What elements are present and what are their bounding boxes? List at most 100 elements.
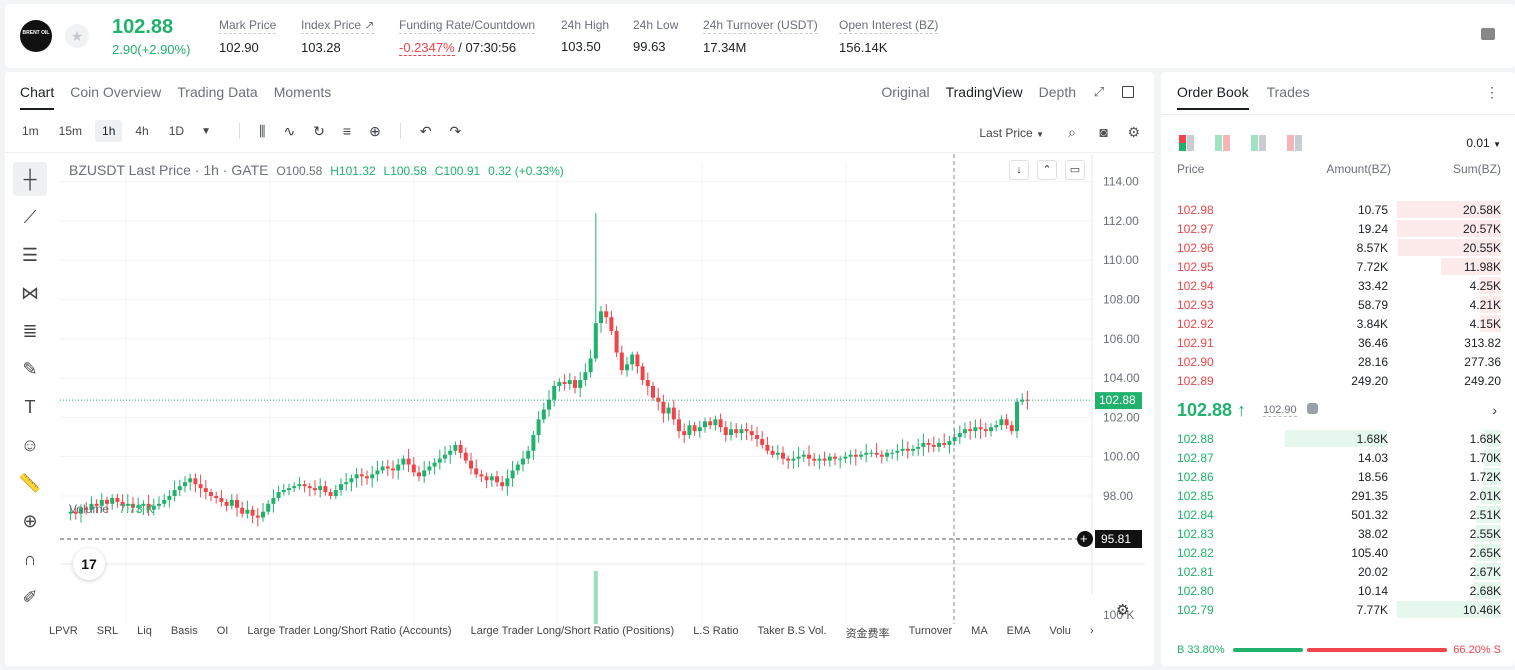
stat-funding-rate[interactable]: Funding Rate/Countdown -0.2347% / 07:30:… <box>399 18 536 56</box>
indicator-funding-rate[interactable]: 资金费率 <box>845 628 890 640</box>
tab-chart[interactable]: Chart <box>20 84 55 110</box>
indicator-oi[interactable]: OI <box>216 625 229 637</box>
book-mode-bids-asks-icon[interactable] <box>1215 135 1231 151</box>
timeframe-4h[interactable]: 4h <box>135 124 149 138</box>
maximize-icon[interactable]: ▭ <box>1065 160 1085 180</box>
chart-settings-icon[interactable]: ⚙ <box>1116 602 1130 619</box>
timeframe-15m[interactable]: 15m <box>58 124 83 138</box>
templates-icon[interactable]: ≡ <box>342 123 352 139</box>
trendline-icon[interactable]: ⟋ <box>23 206 37 227</box>
redo-icon[interactable]: ↷ <box>449 122 462 139</box>
emoji-icon[interactable]: ☺ <box>20 434 40 455</box>
bid-row[interactable]: 102.86 18.56 1.72K <box>1161 467 1515 486</box>
tradingview-logo[interactable]: 17 <box>73 548 105 580</box>
ask-row[interactable]: 102.95 7.72K 11.98K <box>1161 257 1515 276</box>
candle <box>193 478 198 485</box>
view-original[interactable]: Original <box>881 84 930 100</box>
timeframe-dropdown-icon[interactable]: ▼ <box>201 125 211 137</box>
expand-icon[interactable]: ⤢ <box>1093 84 1105 99</box>
fib-icon[interactable]: ≣ <box>22 320 38 341</box>
book-mode-asks-icon[interactable] <box>1287 135 1303 151</box>
camera-icon[interactable]: ◙ <box>1099 124 1108 140</box>
tab-order-book[interactable]: Order Book <box>1177 84 1249 110</box>
stat-open-interest[interactable]: Open Interest (BZ) 156.14K <box>839 18 939 55</box>
indicator-ls-ratio[interactable]: L.S Ratio <box>693 625 739 637</box>
bid-row[interactable]: 102.83 38.02 2.55K <box>1161 524 1515 543</box>
indicator-ema[interactable]: EMA <box>1006 625 1031 637</box>
bid-row[interactable]: 102.81 20.02 2.67K <box>1161 562 1515 581</box>
ask-amount: 28.16 <box>1357 355 1388 369</box>
precision-select[interactable]: 0.01 ▼ <box>1466 136 1501 150</box>
indicator-volume[interactable]: Volu <box>1049 625 1071 637</box>
indicator-turnover[interactable]: Turnover <box>908 625 953 637</box>
magnet-icon[interactable]: ∩ <box>23 548 37 569</box>
bid-row[interactable]: 102.79 7.77K 10.46K <box>1161 600 1515 619</box>
price-type-select[interactable]: Last Price ▼ <box>979 126 1044 140</box>
mid-mark-price: 102.90 <box>1263 404 1297 417</box>
view-tradingview[interactable]: TradingView <box>945 84 1023 100</box>
tab-coin-overview[interactable]: Coin Overview <box>70 84 162 100</box>
candle <box>599 311 603 324</box>
crosshair-icon[interactable]: ┼ <box>13 162 47 196</box>
indicator-srl[interactable]: SRL <box>96 625 119 637</box>
chevron-right-icon[interactable]: › <box>1089 625 1094 637</box>
tab-trades[interactable]: Trades <box>1266 84 1310 100</box>
brush-icon[interactable]: ✎ <box>22 358 38 379</box>
stat-index-price[interactable]: Index Price ↗ 103.28 <box>301 18 375 55</box>
ask-row[interactable]: 102.91 36.46 313.82 <box>1161 333 1515 352</box>
indicator-ls-positions[interactable]: Large Trader Long/Short Ratio (Positions… <box>470 625 675 637</box>
ask-row[interactable]: 102.97 19.24 20.57K <box>1161 219 1515 238</box>
book-icon[interactable] <box>1481 28 1495 40</box>
zoom-in-icon[interactable]: ⊕ <box>22 510 38 531</box>
ask-row[interactable]: 102.96 8.57K 20.55K <box>1161 238 1515 257</box>
bid-row[interactable]: 102.82 105.40 2.65K <box>1161 543 1515 562</box>
bid-row[interactable]: 102.80 10.14 2.68K <box>1161 581 1515 600</box>
undo-icon[interactable]: ↶ <box>419 122 432 139</box>
text-icon[interactable]: T <box>24 396 36 417</box>
indicator-basis[interactable]: Basis <box>170 625 198 637</box>
book-mode-bids-icon[interactable] <box>1251 135 1267 151</box>
timeframe-1m[interactable]: 1m <box>22 124 39 138</box>
stat-mark-price[interactable]: Mark Price 102.90 <box>219 18 277 55</box>
ask-row[interactable]: 102.92 3.84K 4.15K <box>1161 314 1515 333</box>
indicator-ma[interactable]: MA <box>971 625 988 637</box>
indicator-taker-vol[interactable]: Taker B.S Vol. <box>757 625 827 637</box>
pencil-lock-icon[interactable]: ✐ <box>22 586 38 607</box>
bid-row[interactable]: 102.87 14.03 1.70K <box>1161 448 1515 467</box>
indicators-icon[interactable]: ∿ <box>283 122 296 139</box>
bid-row[interactable]: 102.88 1.68K 1.68K <box>1161 429 1515 448</box>
timeframe-1h[interactable]: 1h <box>95 120 123 142</box>
horizontal-lines-icon[interactable]: ☰ <box>21 244 39 265</box>
indicator-ls-accounts[interactable]: Large Trader Long/Short Ratio (Accounts) <box>247 625 452 637</box>
add-indicator-icon[interactable]: ⊕ <box>369 122 381 139</box>
pattern-icon[interactable]: ⋈ <box>21 282 39 303</box>
tab-trading-data[interactable]: Trading Data <box>177 84 258 100</box>
candle <box>885 452 889 457</box>
chevron-right-icon[interactable]: › <box>1492 402 1497 418</box>
bid-row[interactable]: 102.84 501.32 2.51K <box>1161 505 1515 524</box>
book-mode-both-icon[interactable] <box>1179 135 1195 151</box>
arrow-down-icon[interactable]: ↓ <box>1009 160 1029 180</box>
tab-moments[interactable]: Moments <box>273 84 332 100</box>
search-icon[interactable]: ⌕ <box>1068 124 1076 140</box>
more-menu-icon[interactable]: ⋮ <box>1485 84 1499 100</box>
collapse-icon[interactable]: ⌃ <box>1037 160 1057 180</box>
ruler-icon[interactable]: 📏 <box>18 472 42 493</box>
gear-icon[interactable]: ⚙ <box>1127 124 1140 140</box>
indicator-lpvr[interactable]: LPVR <box>49 625 78 637</box>
ask-row[interactable]: 102.98 10.75 20.58K <box>1161 200 1515 219</box>
bid-row[interactable]: 102.85 291.35 2.01K <box>1161 486 1515 505</box>
ask-row[interactable]: 102.93 58.79 4.21K <box>1161 295 1515 314</box>
stat-24h-turnover[interactable]: 24h Turnover (USDT) 17.34M <box>703 18 818 55</box>
compare-icon[interactable]: ↻ <box>313 122 325 139</box>
indicator-liq[interactable]: Liq <box>137 625 152 637</box>
ask-row[interactable]: 102.89 249.20 249.20 <box>1161 371 1515 390</box>
favorite-star-icon[interactable]: ★ <box>65 24 89 48</box>
price-chart[interactable]: 114.00 112.00 110.00 108.00 106.00 104.00 102.… <box>60 154 1145 624</box>
window-icon[interactable] <box>1122 86 1134 98</box>
candle-type-icon[interactable]: ⫼ <box>258 122 266 139</box>
ask-row[interactable]: 102.90 28.16 277.36 <box>1161 352 1515 371</box>
timeframe-1d[interactable]: 1D <box>168 124 185 138</box>
ask-row[interactable]: 102.94 33.42 4.25K <box>1161 276 1515 295</box>
view-depth[interactable]: Depth <box>1038 84 1076 100</box>
